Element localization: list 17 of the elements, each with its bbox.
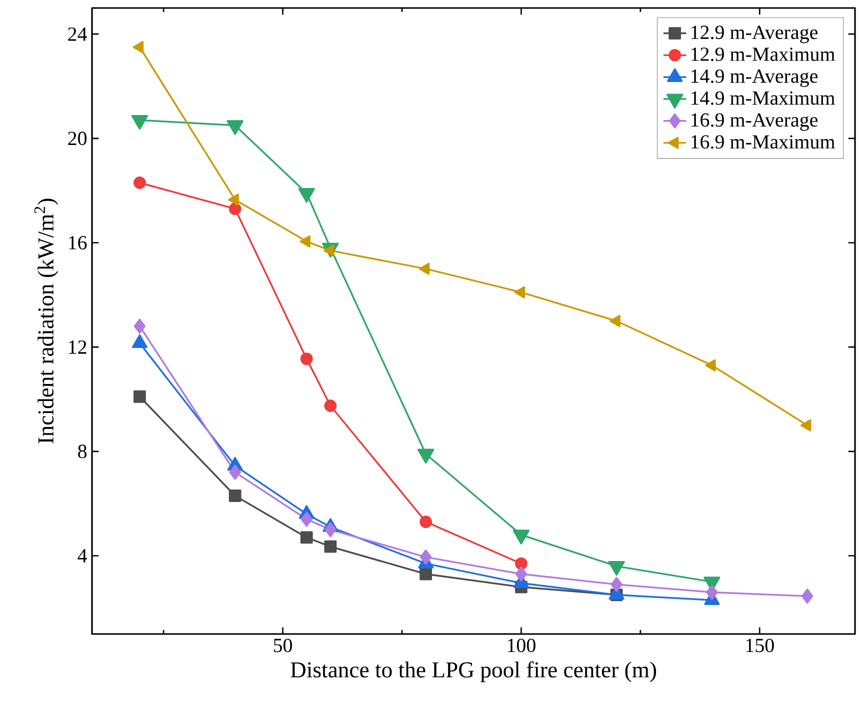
y-tick-label: 16	[69, 236, 87, 250]
legend-label: 16.9 m-Average	[692, 113, 818, 131]
legend-label: 14.9 m-Average	[692, 69, 818, 88]
y-tick-label: 8	[78, 444, 87, 458]
legend-label: 16.9 m-Maximum	[692, 135, 835, 149]
x-tick-label: 50	[274, 638, 292, 652]
y-tick-label: 24	[68, 27, 87, 41]
x-tick-label: 150	[746, 638, 774, 652]
y-tick-label: 12	[69, 340, 86, 354]
legend-label: 12.9 m-Maximum	[692, 48, 835, 62]
x-tick-label: 100	[508, 638, 536, 652]
y-axis-title: Incident radiation (kW/m$^{2}$)	[34, 198, 58, 444]
y-tick-label: 4	[78, 549, 87, 562]
legend-label: 12.9 m-Average	[692, 26, 818, 44]
x-axis-title: Distance to the LPG pool fire center (m)	[290, 661, 656, 682]
legend-label: 14.9 m-Maximum	[692, 91, 835, 105]
y-tick-label: 20	[68, 132, 87, 146]
